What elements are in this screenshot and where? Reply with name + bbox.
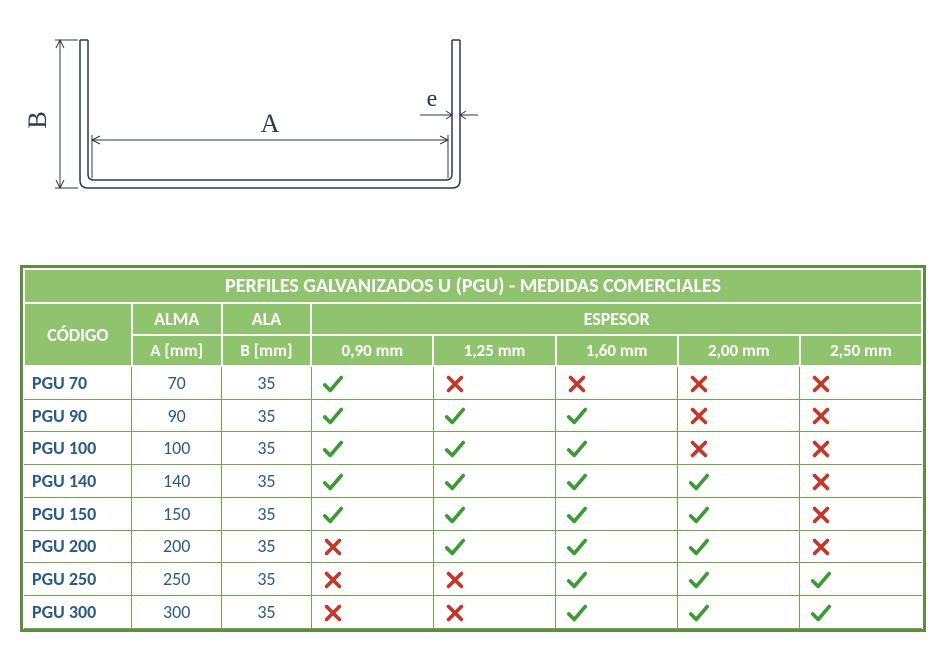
table-title: PERFILES GALVANIZADOS U (PGU) - MEDIDAS … xyxy=(24,269,922,303)
cell-ala: 35 xyxy=(222,497,312,530)
cell-ala: 35 xyxy=(222,530,312,563)
check-icon xyxy=(433,399,555,432)
check-icon xyxy=(556,497,678,530)
cell-alma: 90 xyxy=(132,399,222,432)
col-espesor: ESPESOR xyxy=(311,303,922,335)
check-icon xyxy=(678,530,800,563)
cross-icon xyxy=(311,530,433,563)
check-icon xyxy=(311,465,433,498)
cell-code: PGU 70 xyxy=(24,366,132,399)
cell-code: PGU 300 xyxy=(24,595,132,628)
check-icon xyxy=(311,399,433,432)
check-icon xyxy=(311,497,433,530)
cross-icon xyxy=(678,432,800,465)
sub-esp-3: 2,00 mm xyxy=(678,335,800,366)
cell-code: PGU 100 xyxy=(24,432,132,465)
table-row: PGU 30030035 xyxy=(24,595,922,628)
sub-ala: B [mm] xyxy=(222,335,312,366)
check-icon xyxy=(678,563,800,596)
check-icon xyxy=(800,595,922,628)
check-icon xyxy=(556,465,678,498)
col-codigo: CÓDIGO xyxy=(24,303,132,366)
check-icon xyxy=(800,563,922,596)
cell-alma: 250 xyxy=(132,563,222,596)
table-row: PGU 20020035 xyxy=(24,530,922,563)
sub-alma: A [mm] xyxy=(132,335,222,366)
check-icon xyxy=(556,530,678,563)
cross-icon xyxy=(800,465,922,498)
cell-alma: 140 xyxy=(132,465,222,498)
table-row: PGU 15015035 xyxy=(24,497,922,530)
check-icon xyxy=(433,432,555,465)
cell-code: PGU 200 xyxy=(24,530,132,563)
pgu-table-container: PERFILES GALVANIZADOS U (PGU) - MEDIDAS … xyxy=(20,265,926,632)
table-row: PGU 14014035 xyxy=(24,465,922,498)
cell-ala: 35 xyxy=(222,432,312,465)
cross-icon xyxy=(800,432,922,465)
cross-icon xyxy=(678,366,800,399)
cell-alma: 150 xyxy=(132,497,222,530)
pgu-table: PERFILES GALVANIZADOS U (PGU) - MEDIDAS … xyxy=(23,268,923,629)
cell-ala: 35 xyxy=(222,563,312,596)
cell-ala: 35 xyxy=(222,366,312,399)
check-icon xyxy=(556,563,678,596)
cross-icon xyxy=(311,563,433,596)
cell-code: PGU 250 xyxy=(24,563,132,596)
cell-alma: 300 xyxy=(132,595,222,628)
cell-alma: 70 xyxy=(132,366,222,399)
diagram-svg: B A e xyxy=(20,20,480,200)
col-alma: ALMA xyxy=(132,303,222,335)
table-row: PGU 25025035 xyxy=(24,563,922,596)
cell-ala: 35 xyxy=(222,465,312,498)
table-row: PGU 10010035 xyxy=(24,432,922,465)
cell-alma: 200 xyxy=(132,530,222,563)
cell-ala: 35 xyxy=(222,595,312,628)
sub-esp-2: 1,60 mm xyxy=(556,335,678,366)
diagram-label-e: e xyxy=(427,86,438,112)
check-icon xyxy=(433,465,555,498)
cell-code: PGU 90 xyxy=(24,399,132,432)
sub-esp-1: 1,25 mm xyxy=(433,335,555,366)
col-ala: ALA xyxy=(222,303,312,335)
cross-icon xyxy=(433,366,555,399)
cross-icon xyxy=(678,399,800,432)
cell-code: PGU 150 xyxy=(24,497,132,530)
cross-icon xyxy=(800,497,922,530)
cross-icon xyxy=(800,366,922,399)
cross-icon xyxy=(433,595,555,628)
check-icon xyxy=(556,399,678,432)
check-icon xyxy=(433,530,555,563)
cell-alma: 100 xyxy=(132,432,222,465)
check-icon xyxy=(556,595,678,628)
cell-code: PGU 140 xyxy=(24,465,132,498)
check-icon xyxy=(678,465,800,498)
check-icon xyxy=(311,366,433,399)
cross-icon xyxy=(433,563,555,596)
check-icon xyxy=(433,497,555,530)
diagram-label-a: A xyxy=(261,109,280,138)
check-icon xyxy=(311,432,433,465)
sub-esp-0: 0,90 mm xyxy=(311,335,433,366)
check-icon xyxy=(678,497,800,530)
cross-icon xyxy=(556,366,678,399)
cross-icon xyxy=(800,399,922,432)
cell-ala: 35 xyxy=(222,399,312,432)
sub-esp-4: 2,50 mm xyxy=(800,335,922,366)
u-profile-diagram: B A e xyxy=(20,20,932,205)
table-row: PGU 707035 xyxy=(24,366,922,399)
check-icon xyxy=(678,595,800,628)
diagram-label-b: B xyxy=(23,111,52,128)
cross-icon xyxy=(311,595,433,628)
check-icon xyxy=(556,432,678,465)
cross-icon xyxy=(800,530,922,563)
table-row: PGU 909035 xyxy=(24,399,922,432)
